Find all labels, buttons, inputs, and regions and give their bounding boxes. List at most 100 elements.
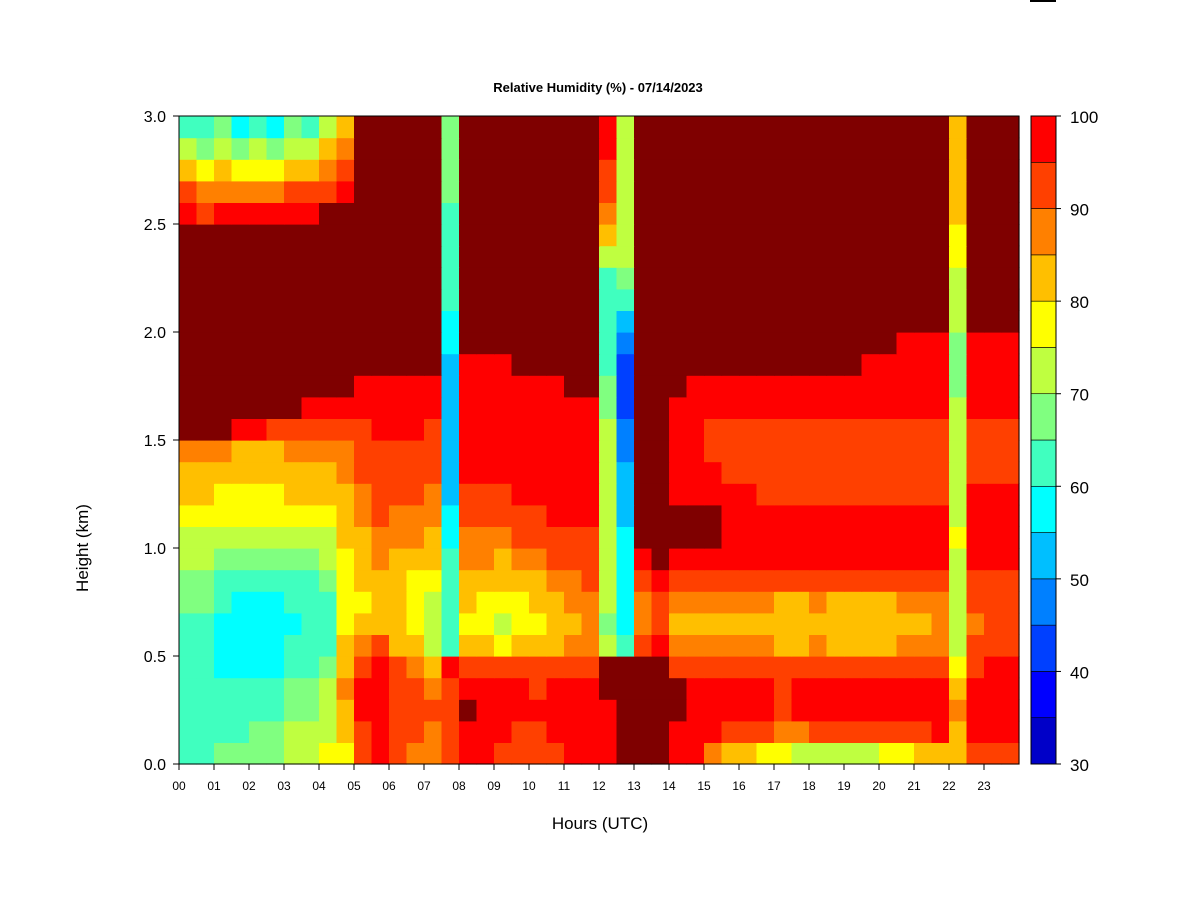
heatmap-cell xyxy=(284,245,303,268)
heatmap-cell xyxy=(599,526,618,549)
heatmap-cell xyxy=(406,418,425,441)
heatmap-cell xyxy=(721,591,740,614)
heatmap-cell xyxy=(354,224,373,247)
heatmap-cell xyxy=(179,202,198,225)
heatmap-cell xyxy=(371,504,390,527)
heatmap-cell xyxy=(984,461,1003,484)
heatmap-cell xyxy=(389,159,408,182)
heatmap-cell xyxy=(931,461,950,484)
heatmap-cell xyxy=(791,548,810,571)
heatmap-cell xyxy=(879,288,898,311)
heatmap-cell xyxy=(826,634,845,657)
heatmap-cell xyxy=(844,224,863,247)
heatmap-cell xyxy=(809,677,828,700)
heatmap-cell xyxy=(774,461,793,484)
heatmap-cell xyxy=(861,375,880,398)
heatmap-cell xyxy=(214,202,233,225)
heatmap-cell xyxy=(494,224,513,247)
heatmap-cell xyxy=(844,440,863,463)
heatmap-cell xyxy=(494,569,513,592)
x-tick-label: 03 xyxy=(277,779,291,793)
heatmap-cell xyxy=(336,677,355,700)
heatmap-cell xyxy=(546,526,565,549)
heatmap-cell xyxy=(861,224,880,247)
heatmap-cell xyxy=(546,548,565,571)
heatmap-cell xyxy=(791,526,810,549)
heatmap-cell xyxy=(966,504,985,527)
heatmap-cell xyxy=(844,180,863,203)
heatmap-cell xyxy=(266,612,285,635)
heatmap-cell xyxy=(249,288,268,311)
heatmap-cell xyxy=(651,159,670,182)
x-tick-label: 15 xyxy=(697,779,711,793)
heatmap-cell xyxy=(896,137,915,160)
heatmap-cell xyxy=(389,288,408,311)
heatmap-cell xyxy=(494,418,513,441)
heatmap-cell xyxy=(721,634,740,657)
heatmap-cell xyxy=(879,116,898,139)
heatmap-cell xyxy=(441,375,460,398)
heatmap-cell xyxy=(441,224,460,247)
heatmap-cell xyxy=(371,418,390,441)
heatmap-cell xyxy=(651,245,670,268)
heatmap-cell xyxy=(354,677,373,700)
heatmap-cell xyxy=(984,288,1003,311)
heatmap-cell xyxy=(581,742,600,765)
heatmap-cell xyxy=(896,612,915,635)
heatmap-cell xyxy=(774,526,793,549)
heatmap-cell xyxy=(861,440,880,463)
heatmap-cell xyxy=(336,267,355,290)
heatmap-cell xyxy=(179,353,198,376)
heatmap-cell xyxy=(966,612,985,635)
heatmap-cell xyxy=(966,137,985,160)
heatmap-cell xyxy=(896,526,915,549)
heatmap-cell xyxy=(564,224,583,247)
heatmap-cell xyxy=(354,245,373,268)
heatmap-cell xyxy=(669,267,688,290)
heatmap-cell xyxy=(406,440,425,463)
heatmap-cell xyxy=(494,656,513,679)
heatmap-cell xyxy=(931,634,950,657)
heatmap-cell xyxy=(476,504,495,527)
heatmap-cell xyxy=(651,202,670,225)
heatmap-cell xyxy=(214,137,233,160)
heatmap-cell xyxy=(564,504,583,527)
heatmap-cell xyxy=(966,116,985,139)
heatmap-cell xyxy=(546,742,565,765)
heatmap-cell xyxy=(704,656,723,679)
heatmap-cell xyxy=(354,591,373,614)
heatmap-cell xyxy=(249,440,268,463)
heatmap-cell xyxy=(546,353,565,376)
heatmap-cell xyxy=(511,656,530,679)
heatmap-cell xyxy=(581,483,600,506)
heatmap-cell xyxy=(931,353,950,376)
heatmap-cell xyxy=(546,483,565,506)
heatmap-cell xyxy=(196,591,215,614)
heatmap-cell xyxy=(931,332,950,355)
heatmap-cell xyxy=(494,202,513,225)
x-tick-label: 22 xyxy=(942,779,956,793)
heatmap-cell xyxy=(389,180,408,203)
heatmap-cell xyxy=(739,159,758,182)
heatmap-cell xyxy=(1001,245,1020,268)
heatmap-cell xyxy=(511,548,530,571)
heatmap-cell xyxy=(266,742,285,765)
heatmap-cell xyxy=(756,504,775,527)
heatmap-cell xyxy=(494,720,513,743)
heatmap-cell xyxy=(546,288,565,311)
heatmap-cell xyxy=(511,418,530,441)
heatmap-cell xyxy=(581,699,600,722)
heatmap-cell xyxy=(826,116,845,139)
heatmap-cell xyxy=(389,742,408,765)
heatmap-cell xyxy=(721,569,740,592)
heatmap-cell xyxy=(266,483,285,506)
heatmap-cell xyxy=(1001,548,1020,571)
heatmap-cell xyxy=(931,591,950,614)
heatmap-cell xyxy=(406,180,425,203)
heatmap-cell xyxy=(459,180,478,203)
heatmap-cell xyxy=(721,353,740,376)
heatmap-cell xyxy=(931,116,950,139)
heatmap-cell xyxy=(844,634,863,657)
heatmap-cell xyxy=(739,483,758,506)
heatmap-cell xyxy=(704,504,723,527)
